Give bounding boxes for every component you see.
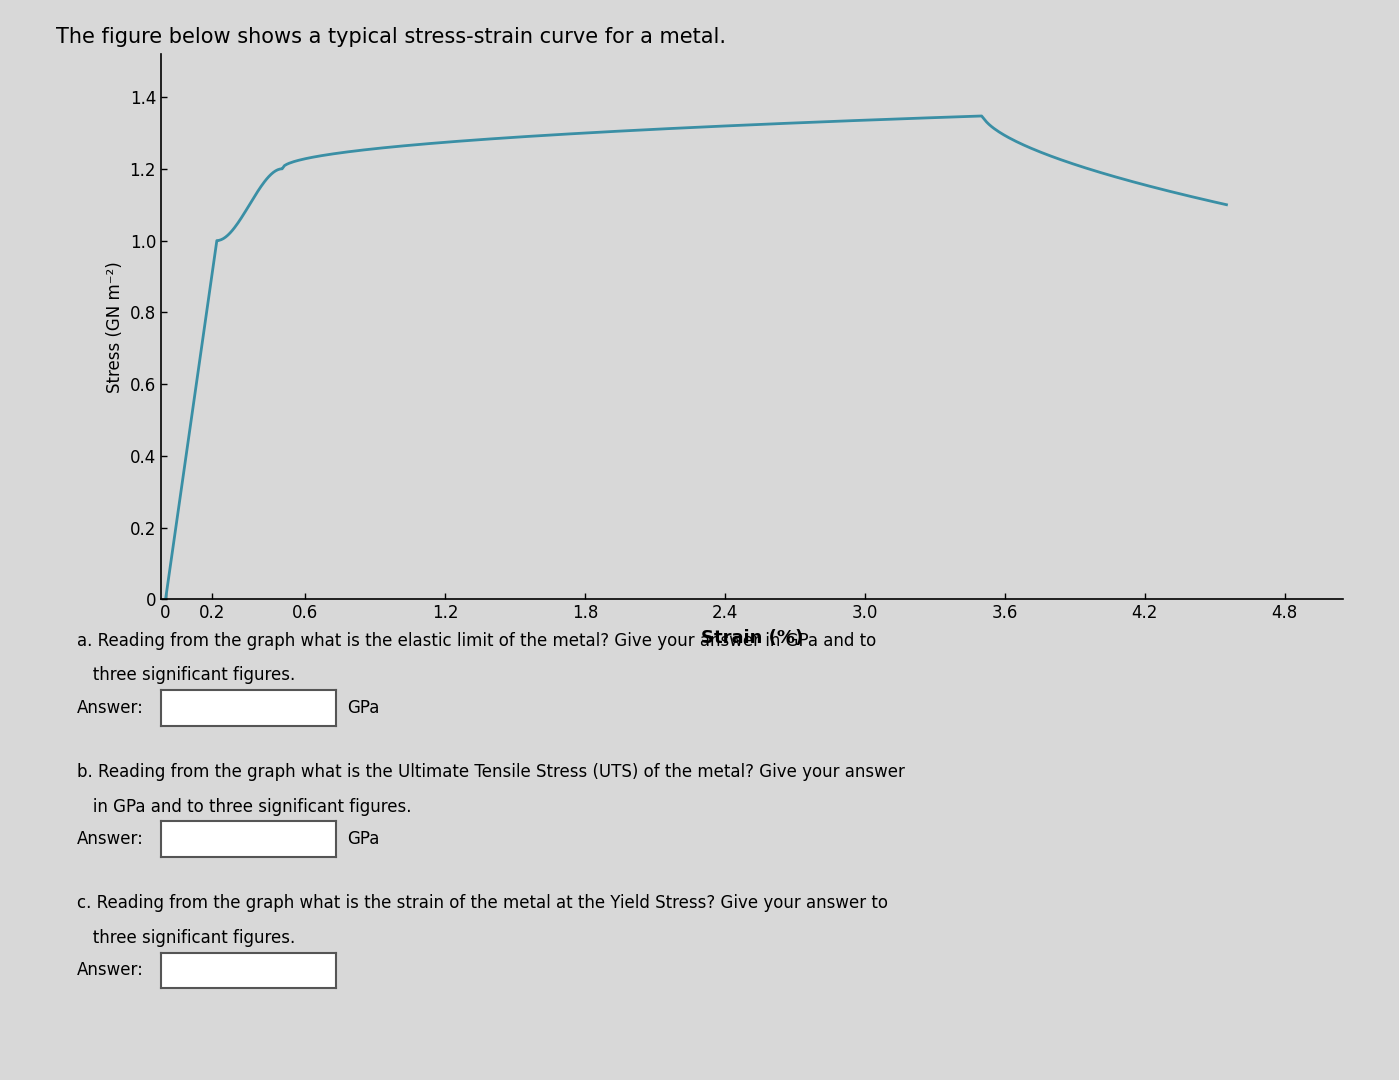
Text: three significant figures.: three significant figures. (77, 929, 295, 947)
Text: The figure below shows a typical stress-strain curve for a metal.: The figure below shows a typical stress-… (56, 27, 726, 48)
Text: Answer:: Answer: (77, 831, 144, 848)
Text: Answer:: Answer: (77, 699, 144, 717)
Text: b. Reading from the graph what is the Ultimate Tensile Stress (UTS) of the metal: b. Reading from the graph what is the Ul… (77, 764, 905, 781)
Text: c. Reading from the graph what is the strain of the metal at the Yield Stress? G: c. Reading from the graph what is the st… (77, 894, 888, 913)
Text: GPa: GPa (347, 699, 379, 717)
X-axis label: Strain (%): Strain (%) (701, 630, 803, 647)
Y-axis label: Stress (GN m⁻²): Stress (GN m⁻²) (106, 261, 125, 392)
Text: a. Reading from the graph what is the elastic limit of the metal? Give your answ: a. Reading from the graph what is the el… (77, 632, 876, 650)
Text: in GPa and to three significant figures.: in GPa and to three significant figures. (77, 798, 411, 815)
Text: GPa: GPa (347, 831, 379, 848)
Text: three significant figures.: three significant figures. (77, 666, 295, 685)
Text: Answer:: Answer: (77, 961, 144, 980)
